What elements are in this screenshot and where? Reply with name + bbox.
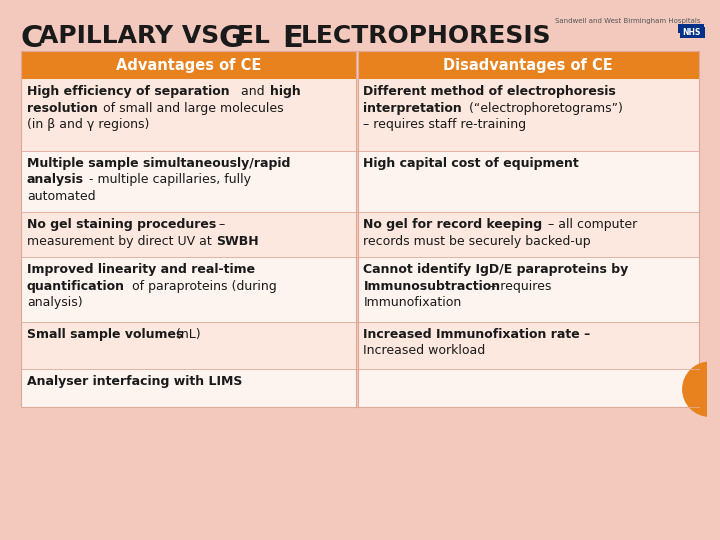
Bar	[358, 151, 699, 212]
Text: High capital cost of equipment: High capital cost of equipment	[364, 157, 580, 170]
Bar	[21, 369, 356, 407]
Text: (in β and γ regions): (in β and γ regions)	[27, 118, 149, 131]
Text: - multiple capillaries, fully: - multiple capillaries, fully	[85, 173, 251, 186]
Text: EL: EL	[237, 24, 279, 48]
Bar	[358, 212, 699, 257]
Text: Increased workload: Increased workload	[364, 344, 486, 357]
Bar	[21, 79, 356, 151]
Text: of paraproteins (during: of paraproteins (during	[128, 280, 277, 293]
Text: – all computer: – all computer	[544, 218, 637, 231]
Text: Advantages of CE: Advantages of CE	[115, 58, 261, 73]
Text: SWBH: SWBH	[216, 235, 258, 248]
Text: No gel staining procedures: No gel staining procedures	[27, 218, 216, 231]
Bar	[21, 51, 356, 79]
Text: of small and large molecules: of small and large molecules	[99, 102, 284, 115]
Text: analysis: analysis	[27, 173, 84, 186]
Text: Increased Immunofixation rate –: Increased Immunofixation rate –	[364, 328, 590, 341]
Text: C: C	[21, 24, 43, 52]
Text: LECTROPHORESIS: LECTROPHORESIS	[300, 24, 551, 48]
Text: interpretation: interpretation	[364, 102, 462, 115]
Text: – requires: – requires	[487, 280, 552, 293]
Text: Small sample volumes: Small sample volumes	[27, 328, 184, 341]
Bar	[21, 151, 356, 212]
Text: APILLARY VS: APILLARY VS	[39, 24, 228, 48]
Text: Sandwell and West Birmingham Hospitals: Sandwell and West Birmingham Hospitals	[554, 17, 700, 24]
Bar	[358, 79, 699, 151]
Text: Immunosubtraction: Immunosubtraction	[364, 280, 500, 293]
Text: No gel for record keeping: No gel for record keeping	[364, 218, 543, 231]
Text: records must be securely backed-up: records must be securely backed-up	[364, 235, 591, 248]
Text: automated: automated	[27, 190, 96, 203]
Text: analysis): analysis)	[27, 296, 83, 309]
Text: NHS: NHS	[682, 28, 703, 37]
Text: quantification: quantification	[27, 280, 125, 293]
Text: G: G	[219, 24, 244, 52]
Text: resolution: resolution	[27, 102, 98, 115]
Bar	[358, 322, 699, 369]
Text: Multiple sample simultaneously/rapid: Multiple sample simultaneously/rapid	[27, 157, 290, 170]
Bar	[358, 51, 699, 79]
Bar	[21, 257, 356, 322]
Text: high: high	[270, 85, 301, 98]
Text: NHS: NHS	[682, 29, 701, 37]
Bar	[358, 257, 699, 322]
Text: High efficiency of separation: High efficiency of separation	[27, 85, 230, 98]
Bar	[21, 212, 356, 257]
Bar	[21, 51, 699, 407]
Text: measurement by direct UV at: measurement by direct UV at	[27, 235, 216, 248]
Text: Analyser interfacing with LIMS: Analyser interfacing with LIMS	[27, 375, 243, 388]
Text: – requires staff re-training: – requires staff re-training	[364, 118, 526, 131]
Text: Cannot identify IgD/E paraproteins by: Cannot identify IgD/E paraproteins by	[364, 263, 629, 276]
Text: (nL): (nL)	[171, 328, 200, 341]
Text: Improved linearity and real-time: Improved linearity and real-time	[27, 263, 255, 276]
Bar	[358, 369, 699, 407]
Text: Disadvantages of CE: Disadvantages of CE	[444, 58, 613, 73]
Wedge shape	[682, 361, 710, 417]
Text: –: –	[215, 218, 225, 231]
Text: and: and	[237, 85, 269, 98]
Bar	[678, 24, 704, 33]
Bar	[21, 322, 356, 369]
Text: Immunofixation: Immunofixation	[364, 296, 462, 309]
Text: (“electrophoretograms”): (“electrophoretograms”)	[464, 102, 623, 115]
Text: Different method of electrophoresis: Different method of electrophoresis	[364, 85, 616, 98]
Text: E: E	[282, 24, 303, 52]
